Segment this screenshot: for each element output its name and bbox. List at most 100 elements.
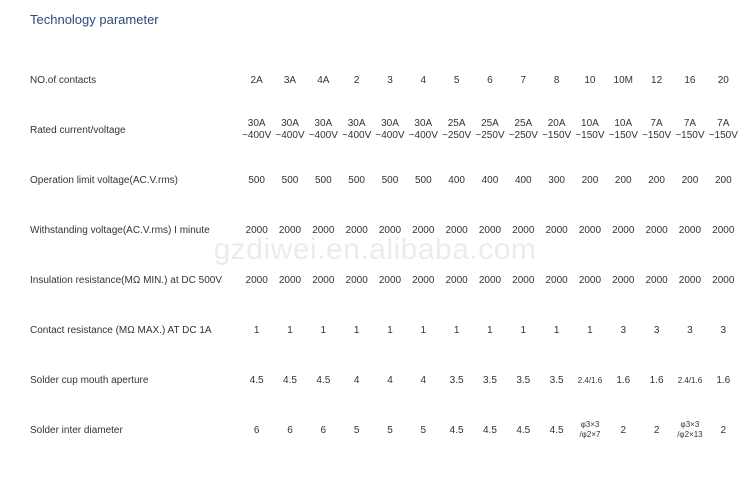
cell: 5: [340, 405, 373, 455]
cell: 2: [607, 405, 640, 455]
cell: 1: [273, 305, 306, 355]
cell: 6: [240, 405, 273, 455]
cell: 3: [607, 305, 640, 355]
cell: 2: [707, 405, 740, 455]
cell: 3.5: [540, 355, 573, 405]
table-row: Rated current/voltage30A~400V30A~400V30A…: [30, 105, 740, 155]
cell: 30A~400V: [373, 105, 406, 155]
row-label: Withstanding voltage(AC.V.rms) I minute: [30, 205, 240, 255]
cell: 1: [507, 305, 540, 355]
cell: 3: [373, 55, 406, 105]
cell: 3: [673, 305, 706, 355]
cell: 25A~250V: [440, 105, 473, 155]
cell: 4.5: [507, 405, 540, 455]
cell: 500: [240, 155, 273, 205]
cell: 2000: [473, 255, 506, 305]
cell: 1: [440, 305, 473, 355]
table-row: Insulation resistance(MΩ MIN.) at DC 500…: [30, 255, 740, 305]
page-title: Technology parameter: [30, 12, 740, 27]
cell: 3: [707, 305, 740, 355]
cell: 1.6: [607, 355, 640, 405]
table-row: Contact resistance (MΩ MAX.) AT DC 1A111…: [30, 305, 740, 355]
cell: 2.4/1.6: [673, 355, 706, 405]
cell: 500: [340, 155, 373, 205]
cell: 1: [540, 305, 573, 355]
cell: 7A~150V: [640, 105, 673, 155]
cell: 7: [507, 55, 540, 105]
cell: 6: [473, 55, 506, 105]
row-label: Contact resistance (MΩ MAX.) AT DC 1A: [30, 305, 240, 355]
cell: 4.5: [240, 355, 273, 405]
cell: 5: [407, 405, 440, 455]
cell: 10M: [607, 55, 640, 105]
cell: 8: [540, 55, 573, 105]
cell: 6: [307, 405, 340, 455]
cell: 4.5: [540, 405, 573, 455]
cell: 500: [407, 155, 440, 205]
cell: 200: [707, 155, 740, 205]
cell: 16: [673, 55, 706, 105]
cell: 2000: [307, 255, 340, 305]
table-row: Solder cup mouth aperture4.54.54.54443.5…: [30, 355, 740, 405]
table-row: Withstanding voltage(AC.V.rms) I minute 2…: [30, 205, 740, 255]
cell: 400: [507, 155, 540, 205]
cell: 4: [407, 55, 440, 105]
cell: 200: [573, 155, 606, 205]
cell: 4: [407, 355, 440, 405]
cell: 4.5: [307, 355, 340, 405]
cell: 2000: [573, 205, 606, 255]
cell: 1: [307, 305, 340, 355]
cell: 2000: [607, 255, 640, 305]
cell: 1: [340, 305, 373, 355]
cell: 3.5: [507, 355, 540, 405]
cell: 1: [373, 305, 406, 355]
cell: 200: [607, 155, 640, 205]
cell: 10A~150V: [573, 105, 606, 155]
cell: 2.4/1.6: [573, 355, 606, 405]
spec-table: NO.of contacts2A3A4A23456781010M121620Ra…: [30, 55, 740, 455]
table-row: Operation limit voltage(AC.V.rms)5005005…: [30, 155, 740, 205]
cell: 3A: [273, 55, 306, 105]
cell: 7A~150V: [673, 105, 706, 155]
cell: 1.6: [707, 355, 740, 405]
cell: 2: [640, 405, 673, 455]
cell: 500: [373, 155, 406, 205]
cell: 2000: [407, 255, 440, 305]
cell: 5: [440, 55, 473, 105]
cell: 20A~150V: [540, 105, 573, 155]
cell: 500: [273, 155, 306, 205]
cell: 2000: [407, 205, 440, 255]
cell: 4.5: [473, 405, 506, 455]
cell: 2000: [340, 205, 373, 255]
cell: 1: [573, 305, 606, 355]
cell: 10A~150V: [607, 105, 640, 155]
cell: 2A: [240, 55, 273, 105]
cell: 300: [540, 155, 573, 205]
cell: 2000: [440, 255, 473, 305]
cell: 2000: [507, 255, 540, 305]
cell: 25A~250V: [507, 105, 540, 155]
cell: 1: [240, 305, 273, 355]
cell: 2000: [273, 205, 306, 255]
cell: φ3×3/φ2×7: [573, 405, 606, 455]
cell: 6: [273, 405, 306, 455]
cell: 2000: [340, 255, 373, 305]
cell: φ3×3/φ2×13: [673, 405, 706, 455]
cell: 2: [340, 55, 373, 105]
cell: 2000: [707, 255, 740, 305]
cell: 2000: [540, 255, 573, 305]
cell: 5: [373, 405, 406, 455]
cell: 10: [573, 55, 606, 105]
cell: 30A~400V: [273, 105, 306, 155]
cell: 4.5: [273, 355, 306, 405]
row-label: Rated current/voltage: [30, 105, 240, 155]
cell: 30A~400V: [240, 105, 273, 155]
cell: 4: [340, 355, 373, 405]
cell: 2000: [240, 255, 273, 305]
cell: 1: [407, 305, 440, 355]
table-row: NO.of contacts2A3A4A23456781010M121620: [30, 55, 740, 105]
cell: 7A~150V: [707, 105, 740, 155]
cell: 4.5: [440, 405, 473, 455]
cell: 12: [640, 55, 673, 105]
cell: 3.5: [473, 355, 506, 405]
